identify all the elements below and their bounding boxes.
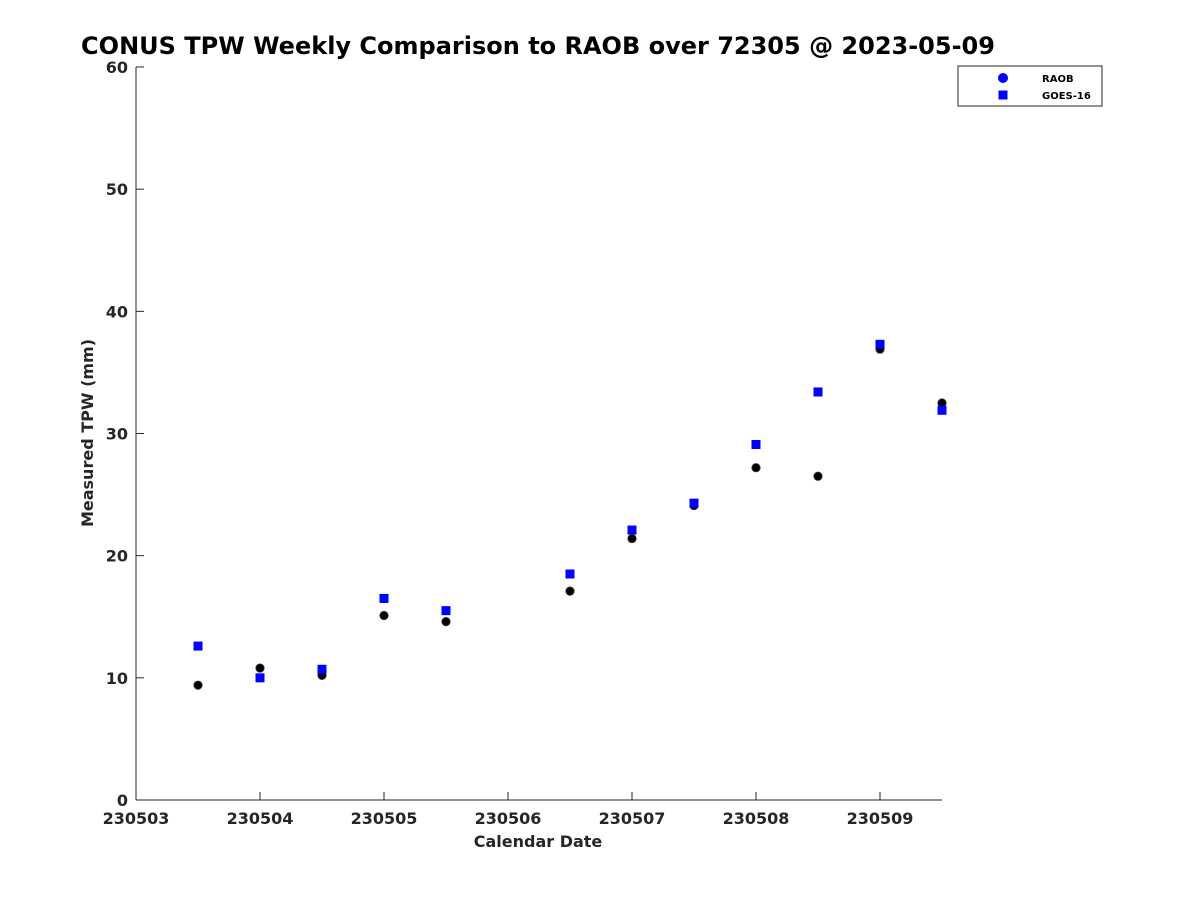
raob-point [255, 663, 265, 673]
goes-16-point [751, 439, 761, 449]
x-tick-label: 230504 [227, 809, 294, 828]
legend-raob-label: RAOB [1042, 74, 1074, 85]
goes-16-point [193, 641, 203, 651]
raob-point [813, 471, 823, 481]
x-ticks: 230503 230504 230505 230506 230507 230508 2305… [103, 792, 914, 828]
raob-point [751, 463, 761, 473]
raob-point [441, 617, 451, 627]
goes-16-point [875, 339, 885, 349]
x-tick-label: 230508 [723, 809, 790, 828]
raob-point [627, 533, 637, 544]
goes-16-point [627, 525, 637, 535]
y-tick-label: 60 [106, 58, 128, 77]
raob-point [193, 680, 203, 690]
chart-title: CONUS TPW Weekly Comparison to RAOB over… [81, 32, 995, 60]
y-tick-label: 10 [106, 669, 128, 688]
x-axis-label: Calendar Date [474, 832, 603, 851]
goes-16-point [813, 387, 823, 397]
goes-16-point [255, 673, 265, 683]
data-points [193, 339, 947, 690]
legend-box [957, 65, 1103, 107]
legend-raob-marker [998, 73, 1008, 83]
y-tick-label: 20 [106, 547, 128, 566]
goes-16-point [565, 569, 575, 579]
x-tick-label: 230509 [847, 809, 914, 828]
legend-goes-16-marker [998, 90, 1008, 100]
x-tick-label: 230503 [103, 809, 170, 828]
legend-goes-16-label: GOES-16 [1042, 91, 1091, 102]
raob-point [379, 610, 389, 621]
raob-point [565, 586, 575, 596]
legend: RAOB GOES-16 [957, 65, 1103, 107]
goes-16-point [379, 593, 389, 603]
goes-16-point [317, 664, 327, 674]
goes-16-point [937, 405, 947, 415]
y-tick-label: 0 [117, 791, 128, 810]
y-tick-label: 50 [106, 180, 128, 199]
goes-16-point [689, 498, 699, 508]
x-tick-label: 230505 [351, 809, 418, 828]
y-tick-label: 30 [106, 425, 128, 444]
x-tick-label: 230506 [475, 809, 542, 828]
goes-16-point [441, 606, 451, 616]
y-ticks: 0 10 20 30 40 50 60 [106, 58, 144, 810]
y-tick-label: 40 [106, 302, 128, 321]
y-axis-label: Measured TPW (mm) [78, 339, 97, 527]
x-tick-label: 230507 [599, 809, 666, 828]
plot-area [135, 67, 942, 801]
